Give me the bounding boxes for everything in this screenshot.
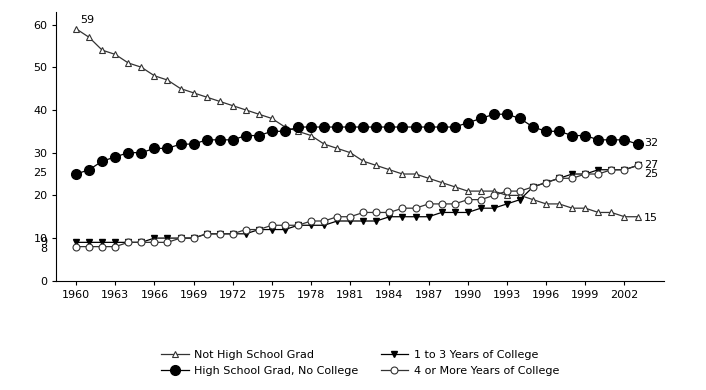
Text: 59: 59: [80, 15, 94, 25]
Text: 32: 32: [644, 138, 658, 148]
Text: 25: 25: [33, 168, 47, 178]
Legend: Not High School Grad, High School Grad, No College, 1 to 3 Years of College, 4 o: Not High School Grad, High School Grad, …: [156, 346, 564, 380]
Text: 25: 25: [644, 169, 658, 179]
Text: 9: 9: [40, 236, 47, 246]
Text: 8: 8: [40, 244, 47, 254]
Text: 27: 27: [644, 160, 658, 170]
Text: 15: 15: [644, 213, 658, 223]
